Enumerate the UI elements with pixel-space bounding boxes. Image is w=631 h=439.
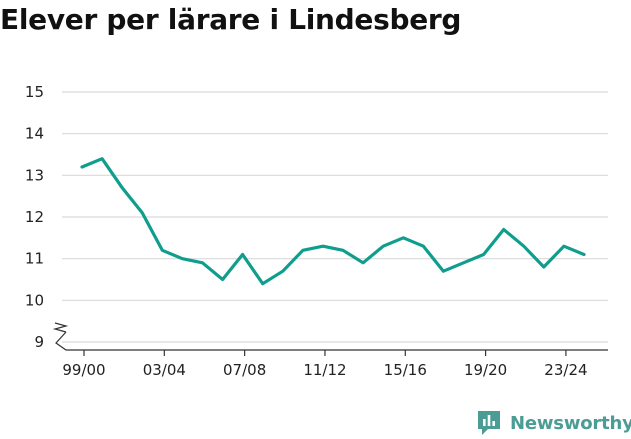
- newsworthy-logo-icon: [478, 411, 500, 435]
- newsworthy-brand: Newsworthy: [476, 408, 631, 438]
- axis-break-connector: [55, 331, 71, 351]
- x-tick-label: 07/08: [223, 361, 266, 379]
- y-tick-label: 11: [25, 250, 44, 268]
- y-tick-label: 10: [25, 291, 44, 309]
- x-axis: [52, 322, 608, 351]
- x-axis-tick-labels: 99/00 03/04 07/08 11/12 15/16 19/20 23/24: [62, 350, 588, 379]
- series-layer: [80, 157, 586, 286]
- series-line: [80, 157, 586, 286]
- brand-name: Newsworthy: [510, 412, 631, 434]
- x-tick-label: 11/12: [303, 361, 346, 379]
- chart-title: Elever per lärare i Lindesberg: [0, 3, 462, 36]
- x-tick-label: 19/20: [464, 361, 507, 379]
- line-chart: 9 10 11 12 13 14 15 99/00 03/04 07/08 11/12 15/16 1…: [25, 83, 608, 379]
- x-tick-label: 15/16: [384, 361, 427, 379]
- y-tick-label: 13: [25, 166, 44, 184]
- x-tick-label: 23/24: [544, 361, 587, 379]
- y-tick-label: 15: [25, 83, 44, 101]
- y-tick-label: 14: [25, 125, 44, 143]
- y-tick-label: 12: [25, 208, 44, 226]
- y-tick-label: 9: [34, 333, 44, 351]
- y-axis-tick-labels: 9 10 11 12 13 14 15: [25, 83, 44, 351]
- gridlines: [62, 91, 608, 343]
- x-tick-label: 99/00: [62, 361, 105, 379]
- axis-break-marker: [52, 322, 69, 333]
- x-tick-label: 03/04: [143, 361, 186, 379]
